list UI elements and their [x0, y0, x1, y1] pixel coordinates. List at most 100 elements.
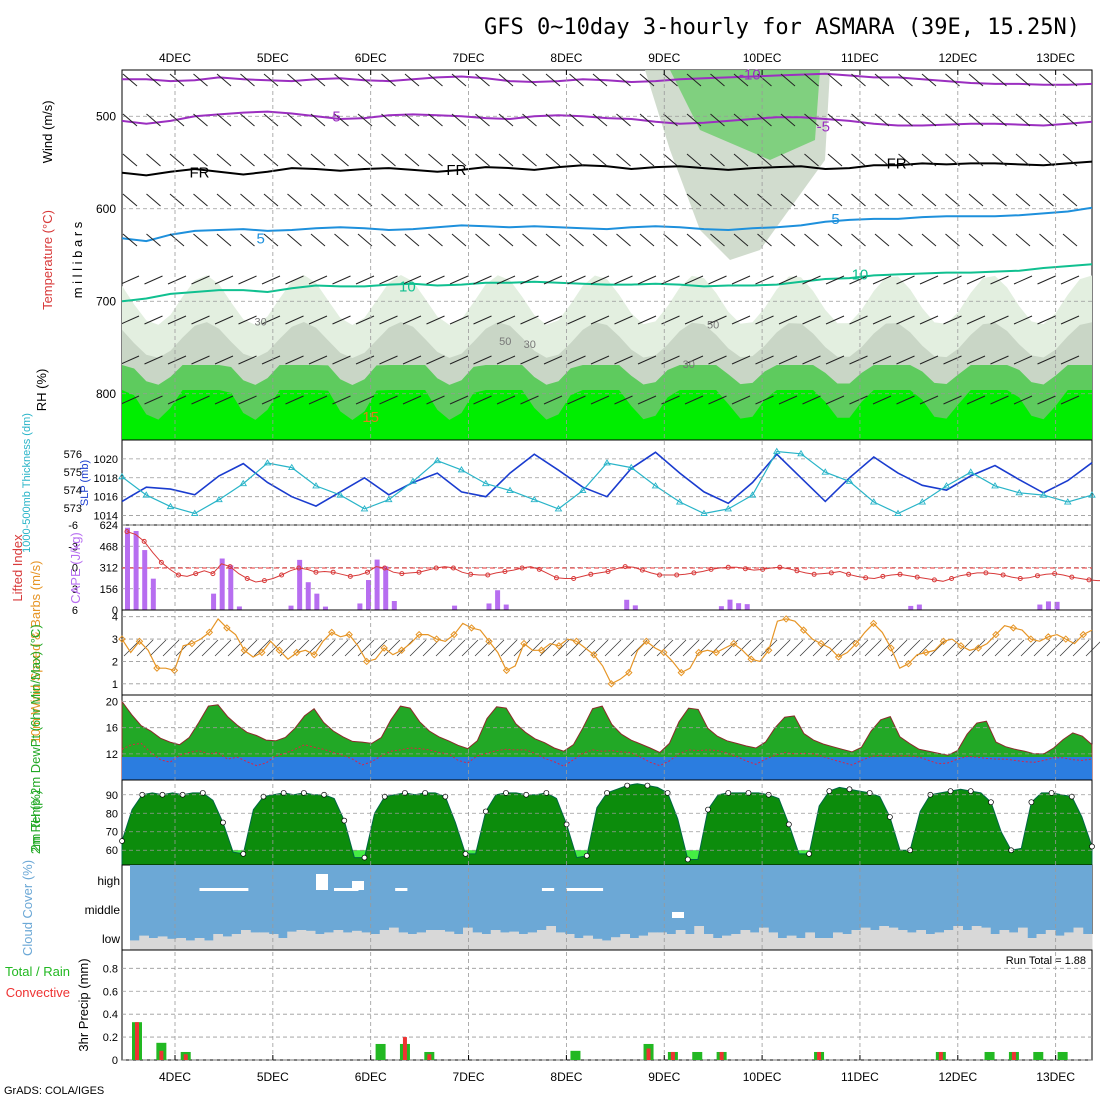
wind-barb — [1037, 395, 1056, 405]
wind-barb — [663, 153, 678, 167]
wind-barb — [216, 193, 232, 207]
wind-10m-barb — [643, 639, 661, 657]
cape-bar — [150, 578, 156, 610]
wind-barb — [240, 233, 255, 247]
wind-barb — [569, 113, 584, 127]
wind-barb — [896, 355, 915, 365]
li-marker — [931, 577, 937, 583]
wind-barb — [122, 395, 140, 405]
thickness-marker — [748, 491, 757, 498]
wind-10m-barb — [1072, 639, 1090, 657]
wind-barb — [1062, 113, 1078, 127]
wind-barb — [945, 193, 960, 207]
wind-barb — [169, 193, 185, 207]
wind-10m-barb — [214, 639, 232, 657]
wind-barb — [1062, 73, 1078, 87]
precip-total-bar — [1033, 1051, 1044, 1060]
low-cloud-bar — [453, 934, 464, 950]
wind-speed-marker — [485, 637, 493, 646]
wind-barb — [945, 73, 960, 87]
precip-convective-bar — [135, 1022, 139, 1060]
low-cloud-bar — [490, 930, 501, 950]
wind-barb — [240, 153, 255, 167]
li-marker — [382, 565, 388, 571]
date-label-top: 7DEC — [453, 51, 485, 65]
wind-barb — [475, 193, 490, 207]
thickness-marker — [506, 486, 514, 493]
isotherm-line — [122, 72, 1092, 86]
precip-total-bar — [570, 1050, 581, 1060]
wind-barb — [757, 73, 772, 87]
rh-marker — [442, 793, 449, 800]
cape-tick-label: 0 — [112, 605, 118, 617]
wind-barb — [193, 233, 208, 247]
cape-bar — [357, 603, 363, 610]
ylabel-wind: Wind (m/s) — [40, 100, 55, 163]
rh-marker — [705, 806, 711, 813]
wind-10m-barb — [708, 639, 726, 657]
wind-barb — [428, 233, 443, 247]
wind-barb — [710, 113, 725, 127]
low-cloud-bar — [851, 930, 862, 950]
low-cloud-bar — [777, 938, 788, 950]
wind-10m-barb — [136, 639, 154, 657]
wind-10m-barb — [539, 639, 557, 657]
li-marker — [983, 570, 989, 576]
thickness-marker — [118, 472, 126, 480]
li-marker — [846, 571, 851, 577]
cape-bar — [322, 606, 328, 610]
wind-barb — [214, 315, 234, 325]
wind-barb — [1015, 233, 1031, 247]
wind-barb — [496, 315, 516, 325]
li-marker — [365, 569, 370, 575]
thickness-marker — [239, 479, 248, 487]
li-marker — [966, 571, 972, 577]
wind-barb — [1060, 395, 1080, 405]
wind-barb — [637, 395, 657, 405]
wind-10m-barb — [916, 639, 934, 657]
cape-bar — [366, 580, 371, 610]
contour-label: 30 — [254, 317, 266, 329]
temperature-areas: 20 16 12 — [106, 697, 1093, 781]
ylabel-cape: CAPE (J/kg) — [68, 532, 83, 604]
thickness-marker — [578, 486, 587, 493]
wind-speed-marker — [170, 666, 179, 675]
wind-barb — [285, 395, 304, 405]
wind-barb — [240, 193, 255, 207]
wind-speed-marker — [432, 635, 441, 643]
date-label-bottom: 8DEC — [550, 1070, 582, 1084]
wind-barb — [426, 315, 445, 325]
wind-speed-marker — [869, 619, 878, 628]
dewpoint-band — [122, 757, 1092, 780]
wind-barb — [898, 193, 913, 207]
wind-barb — [849, 395, 868, 405]
low-cloud-bar — [305, 930, 316, 950]
wind-barb — [849, 355, 868, 365]
wind-barb — [146, 153, 161, 167]
wind-10m-barb — [526, 639, 544, 657]
cape-tick-label: 468 — [100, 541, 118, 553]
ylabel-slp: SLP (mb) — [79, 460, 91, 506]
rh-marker — [1048, 790, 1055, 796]
wind-speed-marker — [520, 639, 528, 648]
high-cloud-peak — [352, 881, 364, 890]
wind-barb — [355, 275, 375, 285]
thickness-marker — [966, 468, 975, 475]
slp-tick-label: 1014 — [94, 511, 118, 523]
wind-barb — [710, 193, 725, 207]
date-label-top: 13DEC — [1036, 51, 1075, 65]
thickness-marker — [263, 459, 272, 466]
wind-barb — [193, 113, 208, 127]
precip-tick-label: 0.2 — [103, 1032, 118, 1044]
li-marker — [1052, 571, 1058, 577]
wind-barb — [827, 73, 843, 87]
wind-barb — [144, 395, 163, 405]
wind-barb — [943, 395, 962, 405]
wind-barb — [545, 233, 561, 247]
wind-10m-barb — [422, 639, 440, 657]
wind-barb — [921, 193, 937, 207]
wind-barb — [708, 275, 727, 285]
wind-barb — [992, 193, 1007, 207]
wind-barb — [167, 395, 187, 405]
thickness-marker — [1039, 491, 1048, 498]
